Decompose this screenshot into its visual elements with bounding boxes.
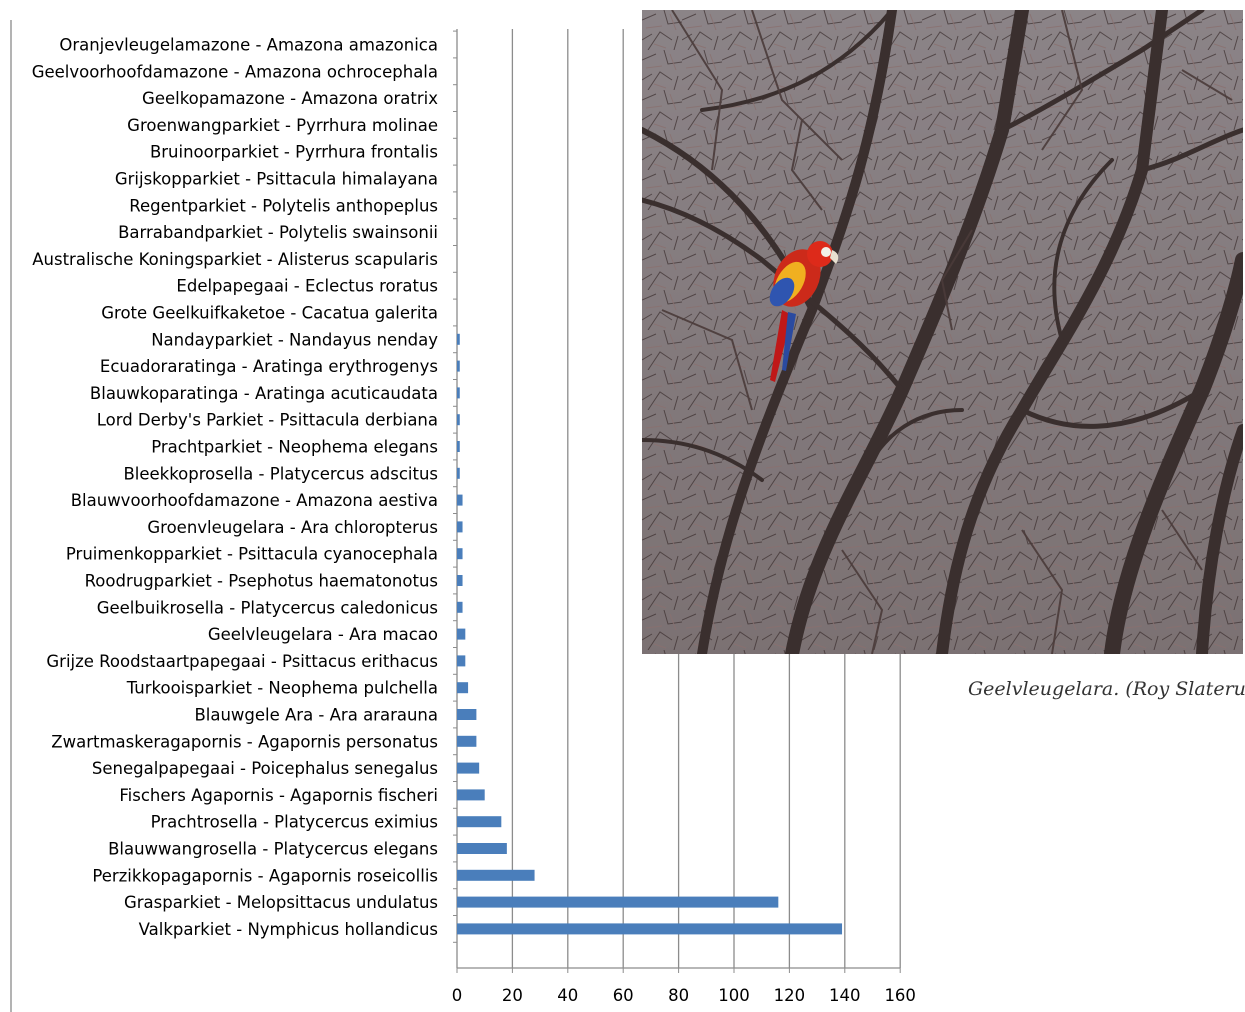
bar xyxy=(457,655,466,667)
category-label: Grijze Roodstaartpapegaai - Psittacus er… xyxy=(46,652,438,671)
category-label: Barrabandparkiet - Polytelis swainsonii xyxy=(118,223,438,242)
bar xyxy=(457,467,460,479)
category-label: Australische Koningsparkiet - Alisterus … xyxy=(32,250,438,269)
category-label: Grote Geelkuifkaketoe - Cacatua galerita xyxy=(101,304,438,323)
category-label: Lord Derby's Parkiet - Psittacula derbia… xyxy=(97,411,438,430)
bar xyxy=(457,628,466,640)
x-tick-labels: 0 20 40 60 80 100 120 140 160 xyxy=(452,986,916,1005)
category-label: Grijskopparkiet - Psittacula himalayana xyxy=(115,170,438,189)
bar xyxy=(457,414,460,426)
bar xyxy=(457,843,507,854)
x-tick-label: 0 xyxy=(452,986,463,1005)
category-label: Geelbuikrosella - Platycercus caledonicu… xyxy=(97,598,438,617)
bar xyxy=(457,387,460,399)
bar xyxy=(457,762,480,774)
bar xyxy=(457,709,477,720)
x-tick-label: 40 xyxy=(557,986,578,1005)
bar xyxy=(457,601,463,613)
category-label: Bleekkoprosella - Platycercus adscitus xyxy=(123,464,438,483)
category-label: Groenwangparkiet - Pyrrhura molinae xyxy=(127,116,438,135)
bars xyxy=(457,333,843,935)
x-tick-label: 160 xyxy=(884,986,916,1005)
bar xyxy=(457,548,463,560)
category-label: Zwartmaskeragapornis - Agapornis persona… xyxy=(51,732,438,751)
category-label: Blauwgele Ara - Ara ararauna xyxy=(194,706,438,725)
bar xyxy=(457,816,502,828)
bar xyxy=(457,360,460,372)
category-label: Valkparkiet - Nymphicus hollandicus xyxy=(139,920,438,939)
bar xyxy=(457,575,463,586)
bar xyxy=(457,869,535,881)
x-tick-label: 80 xyxy=(668,986,689,1005)
bar xyxy=(457,441,460,452)
category-label: Blauwvoorhoofdamazone - Amazona aestiva xyxy=(71,491,438,510)
category-labels: Oranjevleugelamazone - Amazona amazonica… xyxy=(32,36,439,939)
bar xyxy=(457,735,477,747)
category-label: Prachtrosella - Platycercus eximius xyxy=(151,813,438,832)
category-label: Blauwwangrosella - Platycercus elegans xyxy=(108,840,438,859)
bar xyxy=(457,789,485,801)
x-tick-label: 60 xyxy=(613,986,634,1005)
category-label: Nandayparkiet - Nandayus nenday xyxy=(151,330,438,349)
category-label: Blauwkoparatinga - Aratinga acuticaudata xyxy=(90,384,438,403)
photo-caption: Geelvleugelara. (Roy Slaterus) xyxy=(968,678,1245,700)
category-label: Groenvleugelara - Ara chloropterus xyxy=(147,518,438,537)
x-tick-label: 20 xyxy=(502,986,523,1005)
bar xyxy=(457,494,463,506)
category-label: Edelpapegaai - Eclectus roratus xyxy=(176,277,438,296)
category-label: Prachtparkiet - Neophema elegans xyxy=(151,438,438,457)
category-label: Geelkopamazone - Amazona oratrix xyxy=(142,89,438,108)
bar xyxy=(457,521,463,533)
x-tick-label: 100 xyxy=(718,986,750,1005)
macaw-bird xyxy=(769,241,839,382)
category-label: Fischers Agapornis - Agapornis fischeri xyxy=(119,786,438,805)
macaw-photo xyxy=(642,10,1243,654)
category-label: Geelvleugelara - Ara macao xyxy=(208,625,438,644)
bar xyxy=(457,333,460,345)
category-label: Geelvoorhoofdamazone - Amazona ochroceph… xyxy=(32,62,438,81)
x-tick-label: 120 xyxy=(774,986,806,1005)
category-label: Perzikkopagapornis - Agapornis roseicoll… xyxy=(92,866,438,885)
category-label: Oranjevleugelamazone - Amazona amazonica xyxy=(59,36,438,55)
category-label: Turkooisparkiet - Neophema pulchella xyxy=(126,679,438,698)
category-label: Grasparkiet - Melopsittacus undulatus xyxy=(124,893,438,912)
bar xyxy=(457,896,779,908)
category-label: Ecuadoraratinga - Aratinga erythrogenys xyxy=(100,357,438,376)
x-tick-label: 140 xyxy=(829,986,861,1005)
bar xyxy=(457,923,843,935)
category-label: Bruinoorparkiet - Pyrrhura frontalis xyxy=(150,143,438,162)
category-label: Pruimenkopparkiet - Psittacula cyanoceph… xyxy=(66,545,438,564)
category-label: Senegalpapegaai - Poicephalus senegalus xyxy=(92,759,438,778)
category-label: Roodrugparkiet - Psephotus haematonotus xyxy=(85,572,438,591)
bar xyxy=(457,682,469,694)
category-label: Regentparkiet - Polytelis anthopeplus xyxy=(129,196,438,215)
